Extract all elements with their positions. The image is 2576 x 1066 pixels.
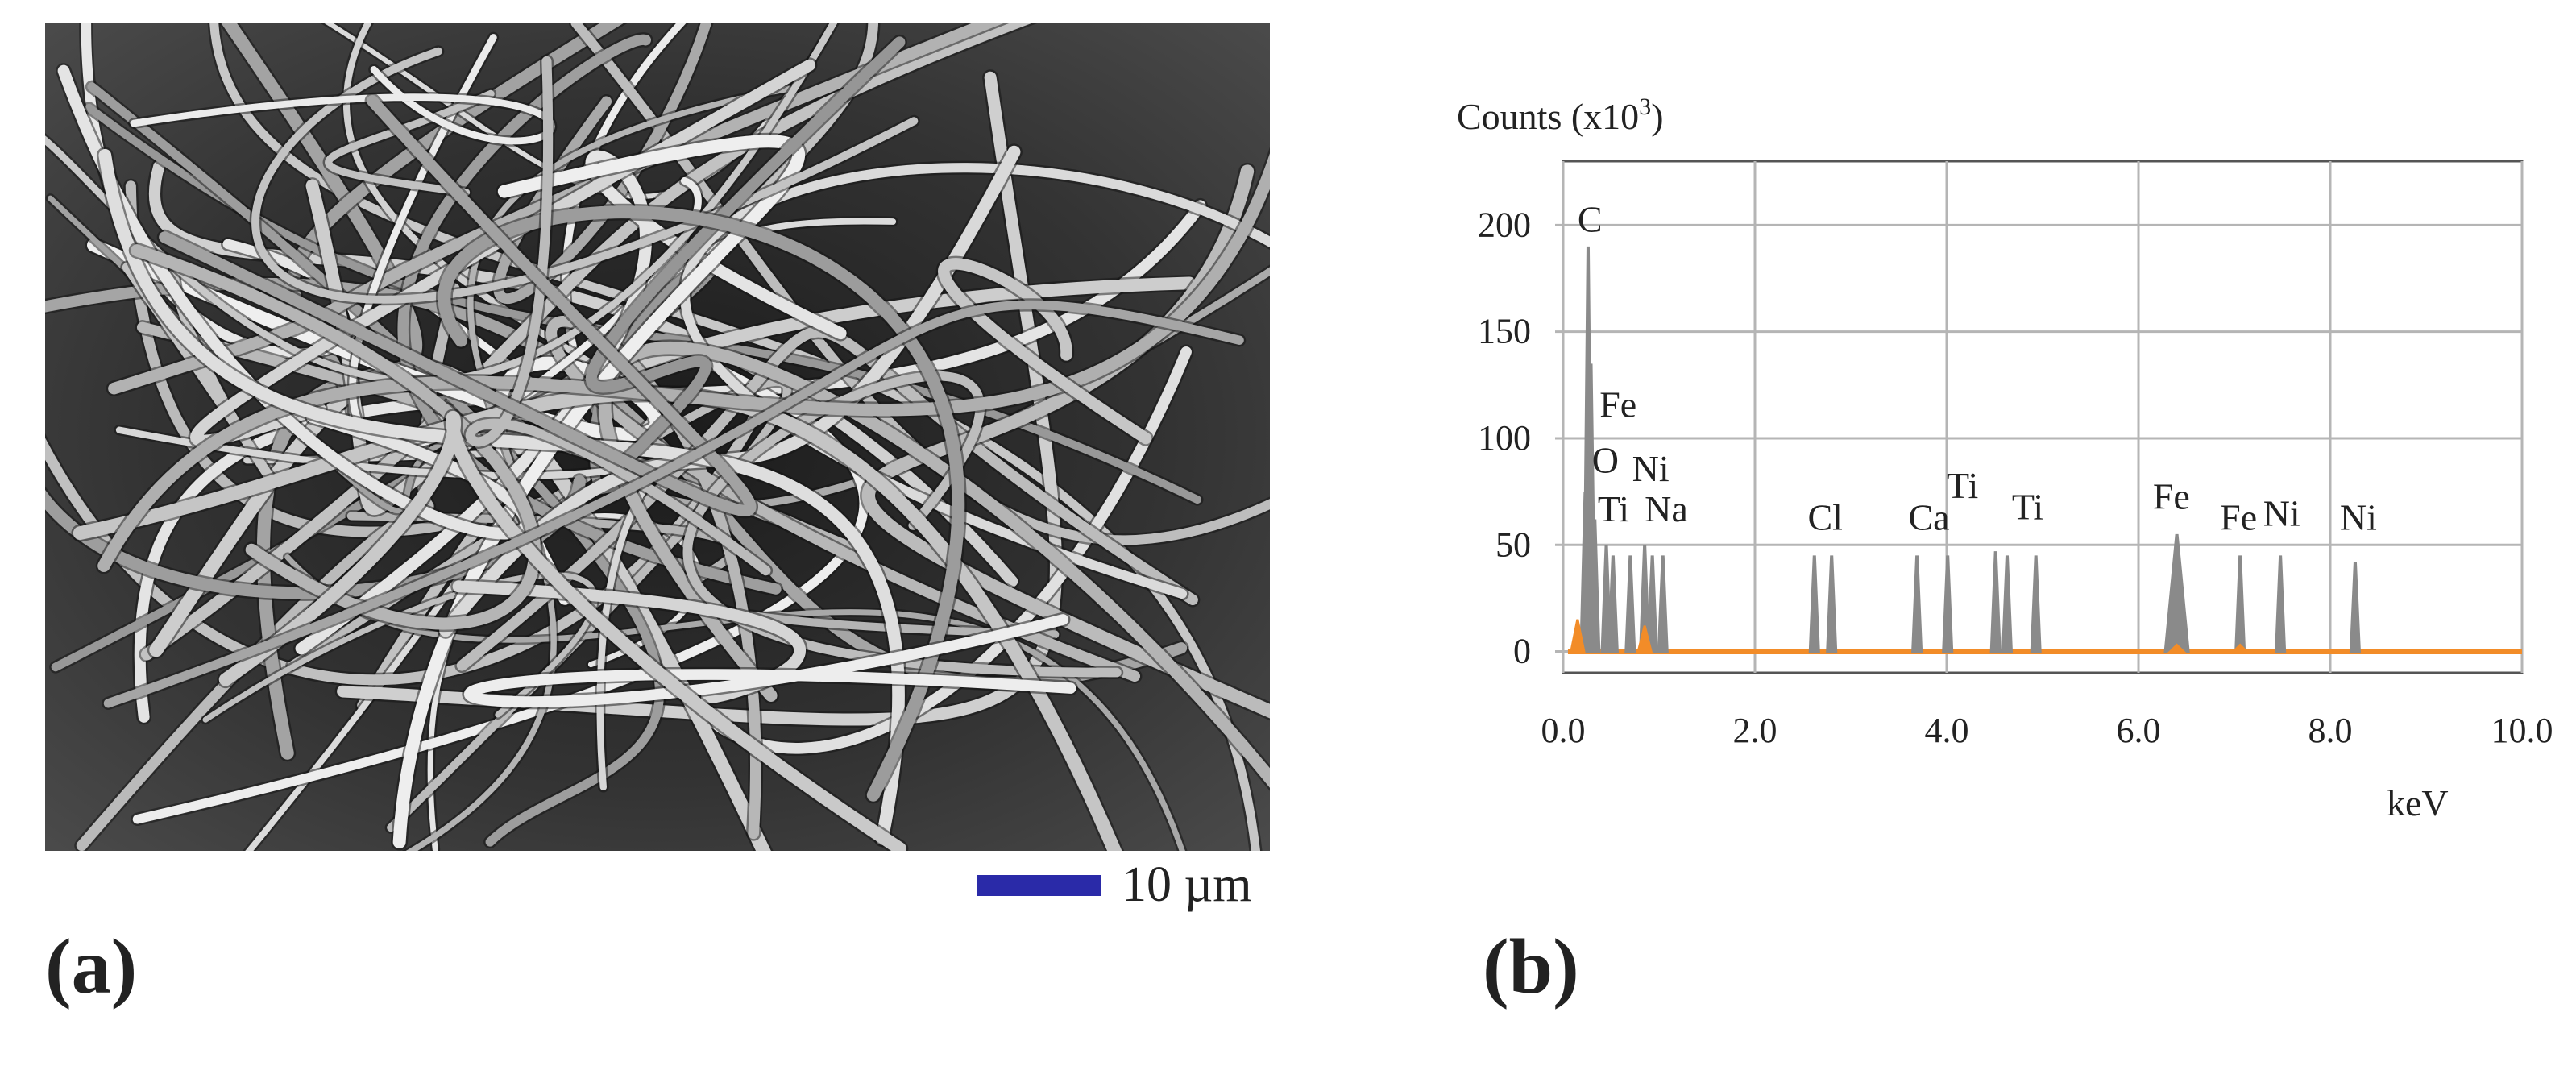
spectrum-peak: [1657, 555, 1669, 653]
panel-a-label: (a): [45, 923, 138, 1010]
spectrum-peak: [1607, 555, 1619, 653]
spectrum-peak: [1589, 519, 1601, 653]
fiber: [251, 47, 919, 304]
fiber: [463, 614, 1076, 707]
scale-bar: [977, 875, 1101, 896]
peak-label: Fe: [1599, 384, 1636, 425]
spectrum-peak-orange: [1636, 625, 1653, 653]
peak-label: Fe: [2220, 497, 2257, 538]
y-tick-label: 50: [1495, 525, 1531, 564]
y-tick-label: 200: [1478, 205, 1531, 244]
spectrum-peak: [1989, 551, 2001, 653]
peak-label: Ni: [2340, 497, 2377, 538]
peak-label: Ni: [2263, 492, 2300, 533]
peak-label: Na: [1645, 488, 1688, 529]
spectrum-peak: [2275, 555, 2287, 653]
scale-bar-label: 10 µm: [1122, 857, 1252, 912]
x-tick-label: 10.0: [2491, 711, 2553, 750]
spectrum-peak: [2349, 562, 2362, 653]
x-tick-label: 6.0: [2117, 711, 2161, 750]
fiber: [45, 371, 781, 686]
y-tick-label: 150: [1478, 312, 1531, 351]
fiber: [159, 95, 757, 516]
spectrum-peak-orange: [1570, 619, 1586, 653]
fiber: [45, 23, 838, 385]
fiber: [218, 410, 906, 851]
peak-label: Ni: [1632, 448, 1670, 489]
x-tick-label: 4.0: [1925, 711, 1969, 750]
peak-label: Ti: [2012, 487, 2043, 528]
spectrum-peak: [1646, 555, 1658, 653]
y-axis-title: Counts (x103): [1457, 93, 1664, 137]
spectrum-peak: [1600, 545, 1612, 653]
peak-label: Ti: [1947, 465, 1978, 506]
spectrum-peak: [1624, 555, 1636, 653]
peak-label: Ca: [1908, 497, 1949, 538]
spectrum-peak: [2163, 533, 2190, 653]
fiber: [209, 23, 1260, 851]
peak-label: Fe: [2153, 475, 2190, 516]
fiber: [585, 36, 906, 474]
peak-label: C: [1578, 198, 1603, 239]
x-tick-labels: 0.0 2.0 4.0 6.0 8.0 10.0: [1541, 711, 2553, 750]
x-tick-label: 2.0: [1733, 711, 1777, 750]
y-tick-label: 100: [1478, 418, 1531, 458]
eds-spectrum-chart: Counts (x103) 0 50 100 150 200 0.0 2.0 4.0 6.0 8…: [1457, 93, 2553, 823]
spectrum-peak: [2234, 555, 2246, 653]
y-tick-labels: 0 50 100 150 200: [1478, 205, 1531, 670]
fiber: [103, 300, 1244, 708]
spectrum-peak: [2001, 555, 2014, 653]
fiber: [938, 258, 1152, 445]
sem-fiber-image: [45, 23, 1270, 851]
fiber: [599, 342, 1270, 788]
spectrum-peak: [1826, 555, 1838, 653]
sem-micrograph: [45, 23, 1270, 851]
fiber: [438, 205, 965, 802]
peak-label: Cl: [1807, 497, 1842, 538]
spectrum-peak: [2030, 555, 2042, 653]
spectrum-peak-orange: [2230, 643, 2250, 653]
y-tick-label: 0: [1513, 632, 1531, 671]
peak-label: O: [1592, 439, 1619, 480]
panel-b-label: (b): [1483, 923, 1579, 1010]
spectrum-peak: [1808, 555, 1820, 653]
spectrum-peak-orange: [2167, 643, 2187, 653]
peak-label: Ti: [1598, 488, 1629, 529]
x-tick-label: 8.0: [2308, 711, 2353, 750]
spectrum-peak: [1942, 555, 1954, 653]
fiber: [465, 56, 771, 576]
spectrum-series: [1567, 246, 2522, 655]
x-tick-label: 0.0: [1541, 711, 1586, 750]
plot-frame: [1562, 160, 2524, 674]
x-axis-title: keV: [2387, 782, 2449, 823]
spectrum-peak: [1911, 555, 1923, 653]
